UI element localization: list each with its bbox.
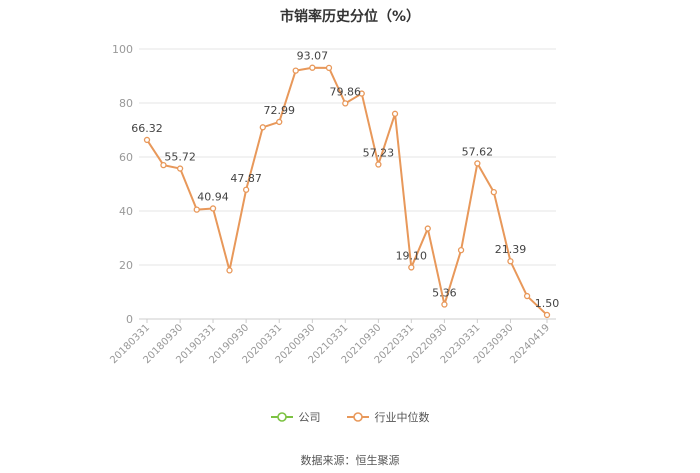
data-label: 72.99	[263, 104, 295, 117]
data-point-industry	[523, 292, 531, 300]
data-source: 数据来源：恒生聚源	[300, 454, 400, 467]
data-point-industry	[457, 246, 465, 254]
chart-plot: 0204060801002018033120180930201903312019…	[108, 43, 560, 366]
data-point-industry	[176, 165, 184, 172]
data-label: 47.87	[230, 172, 262, 185]
data-point-industry	[143, 136, 151, 144]
data-label: 79.86	[330, 85, 362, 98]
x-tick-label: 20240419	[508, 322, 552, 366]
data-label: 40.94	[197, 190, 229, 203]
data-label: 19.10	[396, 249, 428, 262]
y-tick-label: 100	[112, 43, 133, 56]
data-point-industry	[441, 301, 448, 308]
data-label: 55.72	[164, 151, 196, 164]
data-point-industry	[193, 206, 200, 213]
chart-title: 市销率历史分位（%）	[279, 9, 421, 25]
y-tick-label: 0	[126, 313, 133, 326]
legend-company-marker-icon	[270, 412, 293, 422]
data-point-industry	[342, 100, 349, 107]
y-tick-label: 20	[119, 259, 133, 272]
legend-item-industry[interactable]: 行业中位数	[346, 409, 430, 425]
data-point-industry	[259, 124, 266, 131]
data-point-industry	[325, 64, 333, 72]
y-tick-label: 60	[119, 151, 133, 164]
data-point-industry	[242, 186, 250, 193]
data-point-industry	[358, 90, 365, 97]
legend-industry-label: 行业中位数	[374, 411, 430, 424]
data-point-industry	[276, 118, 283, 126]
y-tick-label: 80	[119, 97, 133, 110]
data-label: 1.50	[535, 297, 560, 310]
data-point-industry	[507, 258, 514, 265]
data-point-industry	[209, 205, 217, 212]
data-label: 66.32	[131, 122, 163, 135]
data-point-industry	[160, 161, 167, 169]
data-point-industry	[226, 267, 233, 274]
data-point-industry	[309, 64, 316, 71]
legend-item-company[interactable]: 公司	[270, 409, 321, 425]
data-point-industry	[490, 188, 497, 196]
data-point-industry	[375, 161, 382, 168]
data-label: 57.62	[462, 145, 494, 158]
data-point-industry	[391, 110, 399, 117]
legend-company-label: 公司	[298, 411, 321, 424]
data-point-industry	[543, 311, 551, 319]
data-label: 57.23	[363, 146, 395, 159]
data-point-industry	[474, 160, 481, 167]
legend-industry-marker-icon	[346, 412, 369, 422]
data-label: 5.36	[432, 287, 457, 300]
y-tick-label: 40	[119, 205, 133, 218]
data-point-industry	[424, 225, 431, 232]
data-label: 21.39	[495, 243, 527, 256]
data-label: 93.07	[297, 50, 329, 63]
chart-legend: 公司 行业中位数	[0, 409, 700, 425]
data-point-industry	[408, 264, 415, 271]
data-point-industry	[292, 67, 299, 74]
